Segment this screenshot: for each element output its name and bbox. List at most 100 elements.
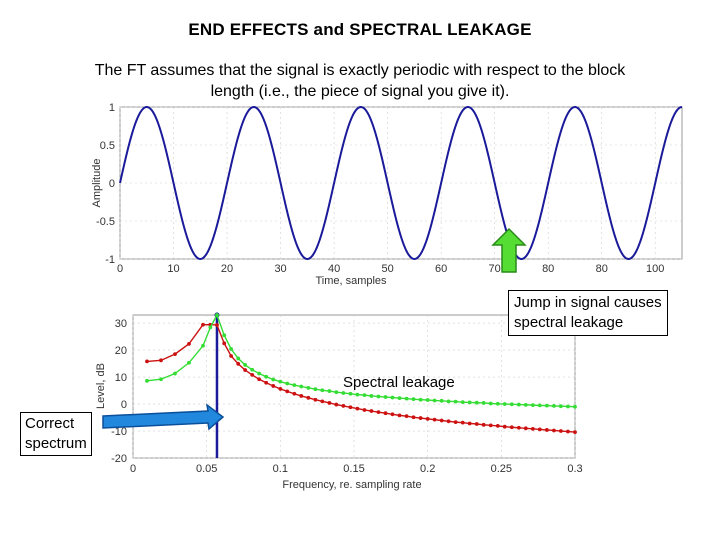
red-series-point [264,380,269,385]
red-series-point [432,417,437,422]
red-series-point [222,341,227,346]
red-series-point [285,389,290,394]
red-series-point [558,429,563,433]
spectrum-x-tick-label: 0.2 [420,463,435,475]
green-series-point [411,397,416,402]
red-series-point [390,412,395,417]
time-y-tick-label: -1 [105,254,115,266]
green-series-point [222,333,227,338]
green-leakage-line [146,313,576,408]
time-plot-x-ticks: 0 10 20 30 40 50 60 70 80 80 100 [117,263,664,275]
spectrum-plot-y-ticks: 30 20 10 0 -10 -20 [111,318,127,465]
red-series-point [306,395,311,400]
red-series-point [425,416,430,421]
green-series-point [418,397,423,402]
time-x-tick-label: 20 [221,263,233,275]
signal-waveform [119,105,683,261]
red-series-point [411,415,416,420]
spectrum-x-tick-label: 0 [130,463,136,475]
time-y-tick-label: 0 [109,178,115,190]
subtitle-line-1: The FT assumes that the signal is exactl… [94,62,626,79]
red-series-point [215,323,219,327]
red-series-point [341,404,346,408]
green-series-point [537,403,542,408]
green-series-point [460,400,465,405]
green-series-point [285,381,290,386]
spectrum-y-tick-label: -20 [111,453,127,465]
red-series-point [229,354,234,358]
green-series-point [481,401,486,405]
green-series-point [313,387,318,392]
green-series-point [264,374,269,379]
green-series-point [425,398,430,402]
spectrum-plot-y-label: Level, dB [95,363,107,409]
green-leakage-points [145,313,577,409]
green-series-point [453,399,458,404]
red-leakage-points [145,322,577,434]
red-series-point [516,425,521,430]
correct-spectrum-callout: Correct spectrum [20,412,92,456]
green-series-point [558,404,563,409]
red-series-point [355,406,360,411]
green-series-point [362,393,367,398]
time-x-tick-label: 80 [542,263,554,275]
page-subtitle: The FT assumes that the signal is exactl… [40,60,680,102]
red-series-point [243,368,248,372]
green-series-point [320,388,325,393]
time-x-tick-label: 50 [381,263,393,275]
red-series-point [187,341,191,346]
subtitle-line-2: length (i.e., the piece of signal you gi… [210,83,510,100]
red-series-point [474,422,479,426]
green-series-point [390,395,395,400]
spectrum-y-tick-label: 0 [121,399,127,411]
green-series-point [502,402,507,406]
red-series-point [236,361,241,366]
spectrum-x-tick-label: 0.05 [196,463,217,475]
time-x-tick-label: 70 [489,263,501,275]
spectrum-plot-x-ticks: 0 0.05 0.1 0.15 0.2 0.25 0.3 [130,463,583,475]
red-series-point [418,416,423,420]
red-series-point [404,414,409,419]
red-series-point [278,387,283,391]
spectrum-x-tick-label: 0.15 [343,463,364,475]
time-x-tick-label: 80 [596,263,608,275]
green-series-point [187,360,191,365]
time-y-tick-label: 0.5 [100,140,115,152]
spectrum-x-tick-label: 0.1 [273,463,288,475]
green-series-point [376,394,381,399]
green-series-point [573,404,577,409]
green-series-point [341,391,346,395]
red-series-point [201,322,205,327]
red-series-point [383,411,388,416]
red-series-point [250,372,255,377]
green-series-point [488,401,493,406]
green-series-point [229,347,234,351]
green-series-point [215,313,219,317]
time-plot-y-ticks: 1 0.5 0 -0.5 -1 [96,102,115,266]
green-series-point [208,325,213,330]
red-series-point [299,394,304,398]
red-series-point [397,413,402,418]
green-series-point [404,396,409,401]
red-series-point [159,358,163,363]
correct-callout-line-2: spectrum [25,435,87,452]
red-series-point [460,420,465,425]
green-series-point [495,401,500,406]
red-series-point [292,391,297,396]
red-series-point [502,424,507,429]
red-series-point [334,402,339,407]
time-y-tick-label: 1 [109,102,115,114]
green-series-point [446,399,451,404]
red-series-point [257,377,262,382]
red-series-point [481,422,486,427]
time-signal-plot: 1 0.5 0 -0.5 -1 0 10 20 30 40 50 60 70 80 80 100 Time,… [91,102,683,287]
time-x-tick-label: 40 [328,263,340,275]
green-series-point [509,402,514,407]
page-title: END EFFECTS and SPECTRAL LEAKAGE [188,20,532,39]
green-series-point [552,404,556,408]
green-series-point [530,403,535,408]
green-series-point [257,371,262,376]
red-series-point [509,425,514,430]
red-series-point [453,420,458,425]
